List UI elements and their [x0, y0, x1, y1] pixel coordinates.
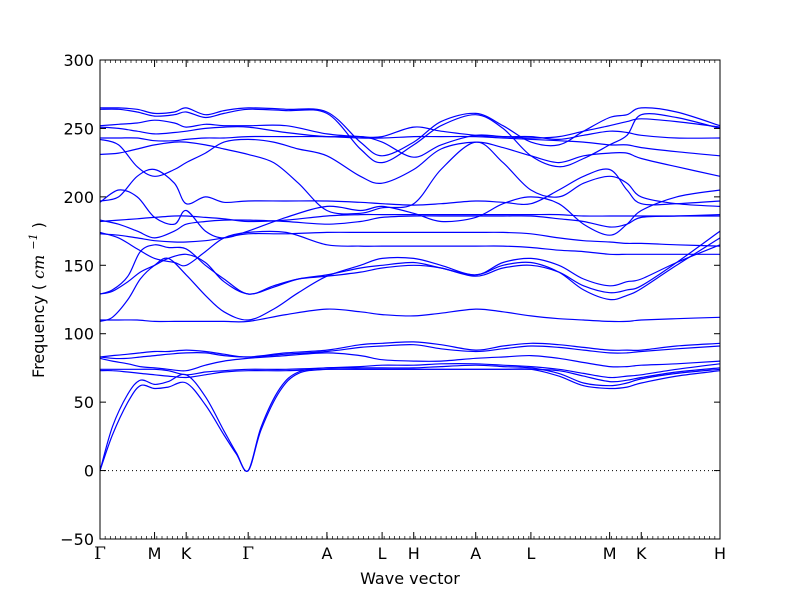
dispersion-branch-16	[99, 189, 721, 239]
plot-frame	[99, 59, 721, 540]
dispersion-branch-8	[99, 308, 721, 323]
y-axis-label-unit: cm	[29, 255, 48, 279]
dispersion-branch-3	[99, 367, 721, 383]
y-axis-label-exponent: −1	[27, 233, 40, 249]
y-axis-label-paren-close: )	[29, 222, 48, 228]
y-tick-label: 150	[63, 256, 94, 275]
dispersion-branch-22	[99, 118, 721, 139]
x-tick-label-M: M	[603, 544, 617, 563]
dispersion-branch-9	[99, 244, 721, 322]
x-tick-label-K: K	[181, 544, 192, 563]
dispersion-branch-15	[99, 214, 721, 239]
x-tick-label-Γ: Γ	[242, 544, 254, 564]
y-tick-label: 100	[63, 325, 94, 344]
y-axis-label-paren-open: (	[29, 284, 48, 290]
dispersion-branch-17	[99, 168, 721, 206]
dispersion-branch-19	[99, 138, 721, 185]
x-tick-label-H: H	[714, 544, 726, 563]
x-tick-label-A: A	[321, 544, 332, 563]
y-tick-label: −50	[60, 530, 94, 549]
dispersion-branch-5	[99, 352, 721, 372]
x-tick-label-L: L	[378, 544, 387, 563]
x-tick-label-K: K	[636, 544, 647, 563]
y-tick-label: 0	[84, 462, 94, 481]
y-axis-label: Frequency ( cm −1 )	[22, 222, 48, 378]
dispersion-branch-13	[99, 230, 720, 267]
x-tick-label-L: L	[526, 544, 535, 563]
x-axis-label: Wave vector	[360, 569, 460, 588]
dispersion-branch-21	[99, 125, 721, 158]
y-tick-label: 200	[63, 188, 94, 207]
dispersion-branch-14	[99, 213, 720, 223]
y-tick-label: 50	[74, 393, 94, 412]
dispersion-branch-10	[99, 237, 721, 301]
x-tick-label-H: H	[408, 544, 420, 563]
y-tick-label: 300	[63, 51, 94, 70]
y-tick-label: 250	[63, 119, 94, 138]
x-tick-label-M: M	[148, 544, 162, 563]
dispersion-branch-6	[99, 343, 721, 360]
dispersion-branch-11	[99, 230, 721, 295]
dispersion-branch-7	[99, 341, 721, 358]
dispersion-branch-24	[99, 107, 721, 157]
dispersion-branch-18	[99, 141, 721, 215]
dispersion-branch-12	[99, 231, 721, 247]
dispersion-branch-4	[100, 363, 721, 379]
dispersion-branch-23	[99, 108, 721, 168]
y-axis-label-text: Frequency	[29, 295, 48, 378]
x-tick-label-A: A	[470, 544, 481, 563]
x-tick-label-Γ: Γ	[94, 544, 106, 564]
